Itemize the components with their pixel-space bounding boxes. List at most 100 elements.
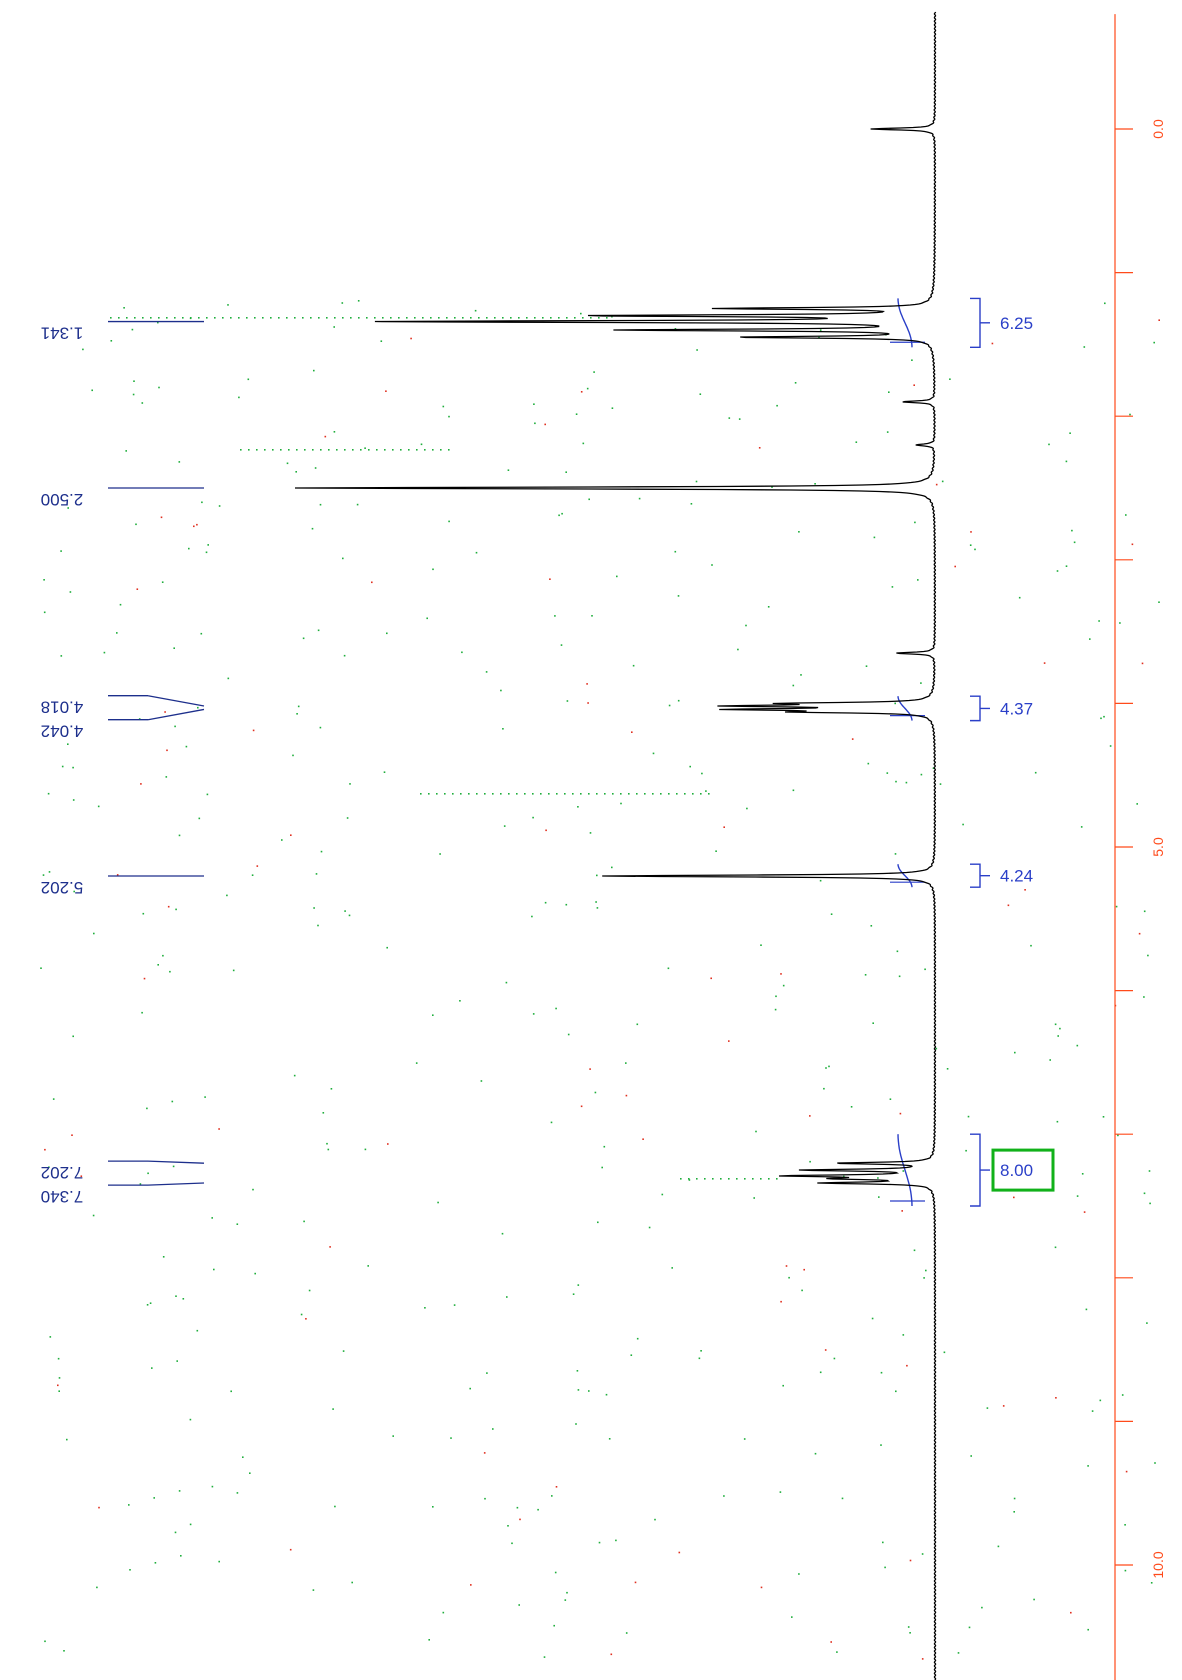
green-dot xyxy=(798,531,800,533)
green-dot xyxy=(1103,715,1105,718)
green-dot xyxy=(921,1553,924,1555)
green-dot xyxy=(188,547,190,550)
green-dot xyxy=(833,1357,836,1360)
green-dot xyxy=(814,1452,817,1455)
green-dot xyxy=(696,1178,698,1180)
axis-tick-label: 5.0 xyxy=(1150,837,1166,857)
green-dot xyxy=(692,793,694,795)
peak-value: 7.340 xyxy=(41,1187,84,1206)
green-dot xyxy=(204,1096,206,1098)
green-dot xyxy=(690,503,693,505)
green-dot xyxy=(437,1201,439,1204)
green-dot xyxy=(172,1165,175,1168)
green-dot xyxy=(312,1589,315,1591)
green-dot xyxy=(586,387,589,390)
green-dot xyxy=(1136,803,1138,805)
green-dot xyxy=(567,1033,570,1036)
green-dot xyxy=(344,910,346,912)
red-dot xyxy=(116,874,119,876)
green-dot xyxy=(248,449,250,451)
green-dot xyxy=(364,447,366,449)
green-dot xyxy=(1085,1308,1088,1311)
peak-label: 5.202 xyxy=(41,875,204,897)
red-dot xyxy=(1158,319,1160,321)
green-dot xyxy=(134,317,136,319)
green-dot xyxy=(700,793,702,795)
green-dot xyxy=(828,1065,830,1068)
green-dot xyxy=(924,968,926,971)
green-dot xyxy=(280,449,282,451)
green-dot xyxy=(292,754,294,757)
green-dot xyxy=(207,544,209,546)
green-dot xyxy=(175,908,177,911)
red-dot xyxy=(906,1364,908,1367)
green-dot xyxy=(52,1098,55,1100)
red-dot xyxy=(164,711,166,713)
green-dot xyxy=(943,1351,946,1354)
red-dot xyxy=(256,865,259,867)
green-dot xyxy=(97,805,100,808)
red-dot xyxy=(44,1148,46,1151)
green-dot xyxy=(43,611,46,614)
green-dot xyxy=(119,603,122,606)
green-dot xyxy=(558,514,560,517)
green-dot xyxy=(1091,1410,1094,1412)
green-dot xyxy=(1054,1023,1057,1026)
green-dot xyxy=(58,1377,61,1379)
integral-value: 8.00 xyxy=(1000,1161,1033,1180)
red-dot xyxy=(1043,662,1046,664)
green-dot xyxy=(190,317,192,319)
green-dot xyxy=(582,442,585,445)
red-dot xyxy=(587,702,589,704)
red-dot xyxy=(329,1246,331,1248)
green-dot xyxy=(110,340,113,342)
red-dot xyxy=(901,1210,903,1212)
green-dot xyxy=(939,783,942,785)
green-dot xyxy=(620,793,622,795)
green-dot xyxy=(333,326,335,328)
green-dot xyxy=(1069,432,1071,434)
green-dot xyxy=(278,317,280,319)
green-dot xyxy=(850,1106,853,1108)
green-dot xyxy=(320,850,323,853)
green-dot xyxy=(296,713,298,715)
integral-region: 8.00 xyxy=(890,1133,1055,1207)
green-dot xyxy=(173,647,175,649)
green-dot xyxy=(580,793,582,795)
green-dot xyxy=(131,328,134,331)
green-dot xyxy=(342,1350,345,1352)
green-dot xyxy=(661,1193,664,1196)
green-dot xyxy=(462,317,464,319)
green-dot xyxy=(349,783,351,785)
green-dot xyxy=(760,1178,762,1180)
red-dot xyxy=(385,390,387,392)
green-dot xyxy=(902,1170,905,1172)
green-dot xyxy=(484,1497,486,1500)
red-dot xyxy=(710,977,712,980)
green-dot xyxy=(415,1062,418,1064)
green-dot xyxy=(986,1407,989,1409)
green-dot xyxy=(162,1256,165,1258)
peak-value: 2.500 xyxy=(41,490,84,509)
green-dot xyxy=(227,677,230,680)
peak-label: 7.340 xyxy=(41,1182,205,1206)
green-dot xyxy=(550,317,552,319)
integral-value: 4.37 xyxy=(1000,699,1033,718)
red-dot xyxy=(899,1112,902,1115)
red-dot xyxy=(824,1349,827,1351)
green-dot xyxy=(178,834,181,837)
peak-label: 4.042 xyxy=(41,708,205,741)
green-dot xyxy=(1143,910,1146,913)
green-dot xyxy=(246,317,248,319)
green-dot xyxy=(596,874,598,877)
green-dot xyxy=(1056,570,1059,572)
green-dot xyxy=(406,317,408,319)
green-dot xyxy=(543,1656,546,1658)
green-dot xyxy=(158,386,160,389)
green-dot xyxy=(218,1560,220,1563)
green-dot xyxy=(72,766,74,769)
axis-tick-label: 10.0 xyxy=(1150,1551,1166,1578)
green-dot xyxy=(66,1438,68,1441)
green-dot xyxy=(577,806,579,808)
green-dot xyxy=(486,317,488,319)
